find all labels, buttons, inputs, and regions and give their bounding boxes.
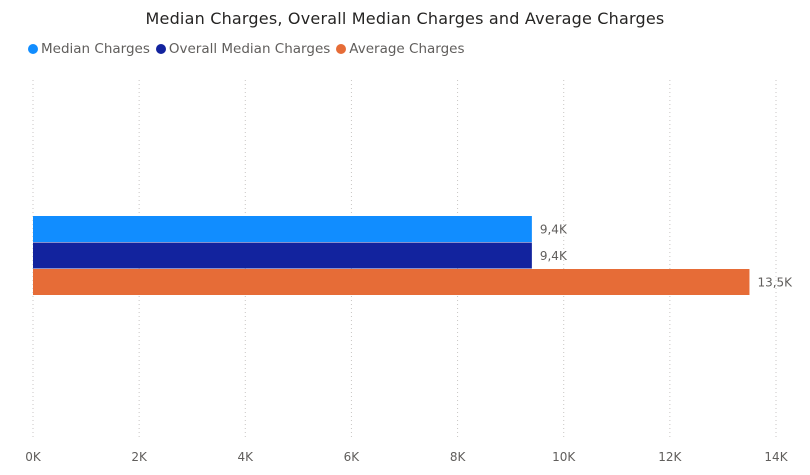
legend-item-overall-median-charges[interactable]: Overall Median Charges [155, 41, 331, 57]
data-label-median-charges: 9,4K [540, 222, 568, 236]
legend-item-average-charges[interactable]: Average Charges [336, 41, 465, 57]
bar-median-charges[interactable] [33, 216, 532, 242]
x-tick-label: 14K [764, 450, 788, 464]
legend-marker-median-charges [28, 44, 38, 54]
legend-label-median-charges: Median Charges [41, 41, 150, 57]
x-tick-label: 4K [238, 450, 255, 464]
legend-label-overall-median-charges: Overall Median Charges [168, 41, 331, 57]
data-label-overall-median-charges: 9,4K [540, 249, 568, 263]
x-tick-label: 8K [450, 450, 467, 464]
legend-label-average-charges: Average Charges [349, 41, 465, 57]
legend-marker-overall-median-charges [155, 44, 166, 54]
data-label-average-charges: 13,5K [757, 275, 793, 289]
x-tick-label: 10K [552, 450, 576, 464]
x-tick-label: 6K [344, 450, 361, 464]
legend: Median Charges Overall Median Charges Av… [28, 41, 471, 57]
bar-overall-median-charges[interactable] [33, 242, 532, 269]
x-tick-label: 0K [25, 450, 42, 464]
legend-item-median-charges[interactable]: Median Charges [28, 41, 150, 57]
chart-title: Median Charges, Overall Median Charges a… [145, 9, 665, 28]
x-tick-label: 2K [131, 450, 148, 464]
bar-average-charges[interactable] [33, 269, 750, 295]
legend-marker-average-charges [336, 44, 347, 54]
x-tick-label: 12K [658, 450, 682, 464]
